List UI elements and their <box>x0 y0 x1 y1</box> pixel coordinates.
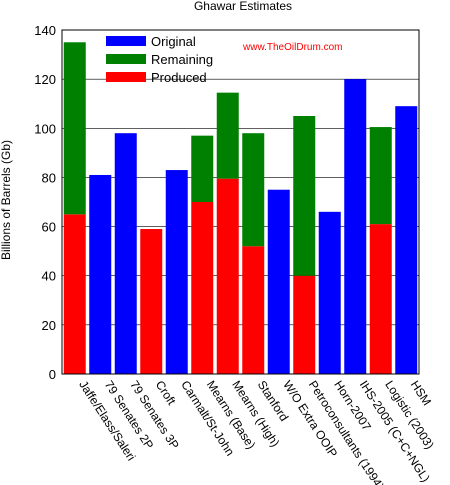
y-tick-label: 120 <box>34 72 56 87</box>
bars <box>63 42 418 375</box>
legend-swatch <box>106 36 146 46</box>
legend-swatch <box>106 54 146 64</box>
bar-original <box>114 133 137 374</box>
y-tick-label: 20 <box>42 318 56 333</box>
bar-produced <box>369 224 392 374</box>
bar-remaining <box>369 127 392 225</box>
y-tick-label: 40 <box>42 269 56 284</box>
plot-area-border <box>61 29 420 375</box>
bar-produced <box>63 214 86 374</box>
bar-original <box>318 211 341 374</box>
bar-original <box>344 79 367 375</box>
bar-produced <box>293 275 316 374</box>
y-axis-label: Billions of Barrels (Gb) <box>0 140 13 260</box>
legend-swatch <box>106 72 146 82</box>
y-tick-label: 140 <box>34 23 56 38</box>
legend: Original Remaining Produced <box>106 34 213 85</box>
bar-remaining <box>63 42 86 215</box>
bar-produced <box>140 229 163 374</box>
y-tick-label: 100 <box>34 121 56 136</box>
bar-original <box>165 170 188 374</box>
bar-remaining <box>242 133 265 247</box>
bar-produced <box>242 246 265 374</box>
legend-label: Original <box>151 34 196 49</box>
bar-remaining <box>293 116 316 276</box>
y-tick-label: 60 <box>42 220 56 235</box>
legend-label: Remaining <box>151 52 213 67</box>
bar-original <box>267 189 290 374</box>
source-annotation: www.TheOilDrum.com <box>242 42 342 53</box>
bar-original <box>395 106 418 375</box>
bar-original <box>89 174 112 374</box>
bar-produced <box>191 202 214 374</box>
bar-remaining <box>191 135 214 202</box>
y-tick-label: 0 <box>49 367 56 382</box>
chart-title: Ghawar Estimates <box>194 0 292 13</box>
bar-produced <box>216 178 239 374</box>
y-axis-ticks: 0 20 40 60 80 100 120 140 <box>34 23 56 382</box>
legend-label: Produced <box>151 70 207 85</box>
y-tick-label: 80 <box>42 170 56 185</box>
bar-remaining <box>216 92 239 179</box>
